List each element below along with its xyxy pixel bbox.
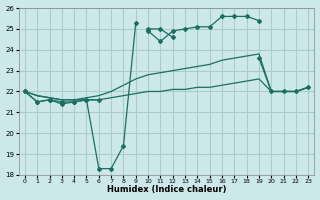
X-axis label: Humidex (Indice chaleur): Humidex (Indice chaleur) (107, 185, 226, 194)
